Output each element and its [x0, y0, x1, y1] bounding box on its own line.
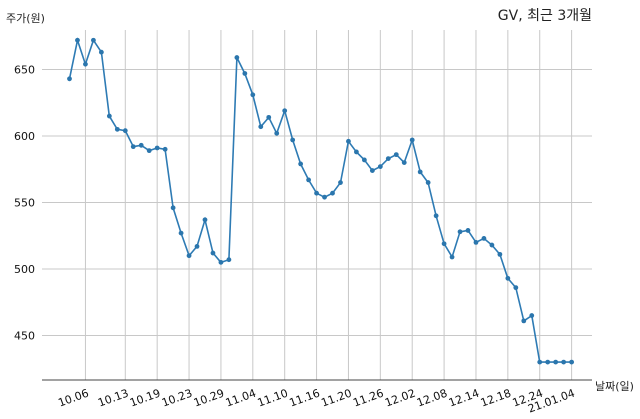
price-series — [67, 37, 575, 365]
x-tick-label: 12.02 — [383, 387, 417, 410]
price-point — [274, 130, 280, 136]
price-point — [106, 113, 112, 119]
x-tick-label: 11.10 — [256, 387, 290, 410]
x-tick-label: 12.08 — [415, 387, 449, 410]
x-tick-label: 10.13 — [96, 387, 130, 410]
price-point — [210, 250, 216, 256]
chart-title: GV, 최근 3개월 — [498, 8, 592, 24]
price-point — [75, 37, 80, 43]
price-point — [218, 259, 224, 265]
y-tick-label: 600 — [14, 130, 35, 143]
price-point — [298, 161, 304, 167]
price-point — [138, 142, 144, 148]
y-tick-label: 500 — [14, 263, 35, 276]
price-point — [425, 180, 431, 185]
price-point — [346, 138, 351, 144]
price-point — [322, 194, 327, 200]
price-point — [338, 180, 343, 185]
price-point — [545, 359, 551, 365]
price-point — [282, 108, 288, 114]
price-point — [250, 92, 256, 98]
price-point — [266, 114, 272, 120]
price-point — [513, 285, 519, 291]
price-point — [449, 254, 455, 260]
price-point — [497, 251, 503, 257]
price-point — [481, 236, 487, 241]
x-tick-label: 10.23 — [160, 387, 194, 410]
price-point — [146, 148, 152, 154]
price-point — [122, 128, 128, 134]
price-point — [130, 144, 136, 150]
price-point — [330, 190, 335, 196]
x-tick-label: 11.20 — [319, 387, 353, 410]
price-point — [226, 257, 232, 263]
x-tick-label: 12.18 — [479, 387, 513, 410]
x-axis-label: 날짜(일) — [595, 379, 634, 393]
price-line — [68, 37, 572, 363]
x-tick-label: 11.16 — [288, 387, 322, 410]
price-point — [409, 137, 415, 143]
price-point — [489, 242, 495, 248]
price-point — [354, 149, 359, 155]
x-tick-label: 10.19 — [128, 387, 162, 410]
price-point — [290, 137, 296, 143]
y-tick-label: 650 — [14, 64, 35, 77]
price-point — [154, 145, 160, 151]
x-tick-label: 10.06 — [56, 387, 90, 410]
price-point — [98, 49, 104, 55]
price-point — [67, 76, 72, 82]
price-point — [569, 359, 575, 365]
price-point — [306, 177, 311, 183]
x-tick-label: 12.14 — [447, 387, 481, 410]
price-point — [377, 164, 383, 169]
price-point — [202, 217, 208, 223]
price-point — [465, 228, 471, 233]
price-point — [170, 205, 176, 211]
price-point — [393, 152, 399, 158]
price-point — [553, 359, 559, 365]
grid-lines — [42, 30, 592, 380]
y-axis-label: 주가(원) — [6, 12, 45, 25]
price-point — [457, 229, 463, 235]
price-point — [505, 275, 511, 281]
price-point — [529, 313, 535, 318]
price-point — [91, 37, 96, 43]
price-point — [561, 359, 567, 365]
price-point — [83, 61, 88, 67]
price-point — [234, 55, 240, 60]
tick-labels: 450 500 550 600 650 10.06 10.1310.1910.2310.29… — [14, 64, 577, 416]
price-point — [473, 240, 479, 245]
price-point — [417, 169, 423, 175]
price-point — [385, 156, 391, 162]
price-point — [433, 213, 439, 219]
y-tick-label: 450 — [14, 330, 35, 343]
price-point — [114, 126, 120, 132]
price-point — [258, 124, 264, 130]
price-point — [369, 168, 375, 173]
price-point — [242, 71, 248, 76]
price-point — [537, 359, 543, 365]
price-point — [314, 190, 319, 196]
y-tick-label: 550 — [14, 197, 35, 210]
price-point — [401, 160, 407, 166]
price-point — [441, 241, 447, 247]
price-point — [194, 243, 200, 249]
price-point — [521, 318, 527, 324]
x-tick-label: 10.29 — [192, 387, 226, 410]
price-point — [186, 253, 192, 259]
price-point — [162, 146, 168, 152]
x-tick-label: 11.04 — [224, 387, 258, 410]
price-point — [361, 157, 367, 163]
x-tick-label: 11.26 — [351, 387, 385, 410]
price-point — [178, 230, 184, 236]
